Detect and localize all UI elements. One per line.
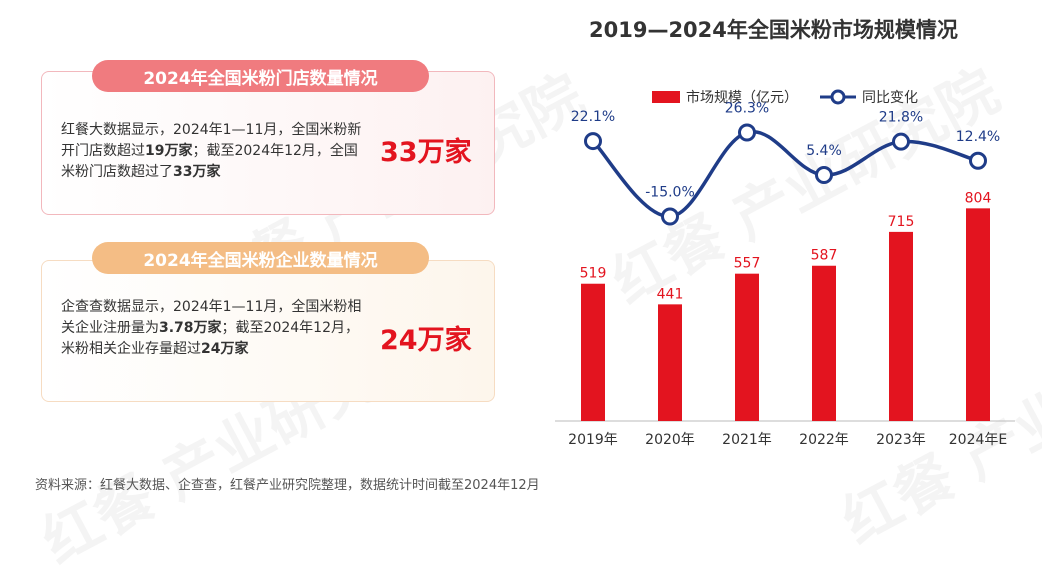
bar-value-label: 441: [657, 286, 684, 302]
yoy-value-label: -15.0%: [645, 184, 695, 200]
text-span: ；截至2024年12月，全国米粉门店数超过了: [61, 143, 358, 180]
enterprise-count-card: [41, 260, 495, 402]
bold-text: 3.78万家: [159, 320, 222, 336]
x-tick-label: 2024年E: [949, 432, 1007, 448]
store-count-highlight: 33万家: [380, 137, 472, 168]
x-tick-label: 2020年: [645, 432, 695, 448]
bold-text: 33万家: [173, 164, 221, 180]
x-tick-label: 2022年: [799, 432, 849, 448]
bar: [966, 208, 990, 421]
legend-line-label: 同比变化: [862, 90, 918, 106]
yoy-point: [584, 132, 602, 151]
yoy-point: [892, 132, 910, 151]
bold-text: 19万家: [145, 143, 193, 159]
yoy-line: [591, 130, 979, 219]
bar-value-label: 804: [965, 190, 992, 206]
x-tick-label: 2023年: [876, 432, 926, 448]
text-span: 红餐大数据显示，2024年1—11月，全国米粉新开门店数超过: [61, 122, 362, 159]
bar: [735, 273, 759, 421]
legend-line-marker: [830, 89, 846, 105]
x-tick-label: 2019年: [568, 432, 618, 448]
bar-value-label: 587: [811, 248, 838, 264]
yoy-point: [969, 151, 987, 170]
yoy-point: [738, 123, 756, 142]
bar: [581, 283, 605, 421]
x-tick-label: 2021年: [722, 432, 772, 448]
yoy-value-label: 5.4%: [806, 143, 842, 159]
yoy-point: [661, 207, 679, 226]
bar: [889, 231, 913, 421]
yoy-value-label: 21.8%: [879, 110, 923, 126]
enterprise-count-highlight: 24万家: [380, 325, 472, 356]
enterprise-count-card-title: 2024年全国米粉企业数量情况: [92, 242, 429, 274]
text-span: ；截至2024年12月，米粉相关企业存量超过: [61, 320, 359, 357]
market-size-chart: 市场规模（亿元） 同比变化 519 2019年 441 2020年 557 2021年 587 2…: [555, 89, 1015, 448]
legend-bar-label: 市场规模（亿元）: [686, 89, 798, 106]
text-span: 企查查数据显示，2024年1—11月，全国米粉相关企业注册量为: [61, 299, 362, 336]
bar-value-label: 519: [580, 266, 607, 282]
legend-bar-swatch: [652, 91, 680, 103]
bar: [658, 304, 682, 421]
store-count-card: [41, 71, 495, 215]
yoy-point: [815, 166, 833, 185]
chart-title: 2019—2024年全国米粉市场规模情况: [589, 18, 958, 42]
enterprise-count-card-text: 企查查数据显示，2024年1—11月，全国米粉相关企业注册量为3.78万家；截至…: [61, 297, 366, 360]
source-note: 资料来源：红餐大数据、企查查，红餐产业研究院整理，数据统计时间截至2024年12…: [35, 478, 540, 493]
bar-value-label: 557: [734, 256, 761, 272]
store-count-card-title: 2024年全国米粉门店数量情况: [92, 60, 429, 92]
store-count-card-text: 红餐大数据显示，2024年1—11月，全国米粉新开门店数超过19万家；截至202…: [61, 120, 366, 183]
yoy-value-label: 26.3%: [725, 101, 769, 117]
bar-value-label: 715: [888, 214, 915, 230]
bold-text: 24万家: [201, 341, 249, 357]
bar: [812, 265, 836, 421]
yoy-value-label: 22.1%: [571, 109, 615, 125]
yoy-value-label: 12.4%: [956, 129, 1000, 145]
